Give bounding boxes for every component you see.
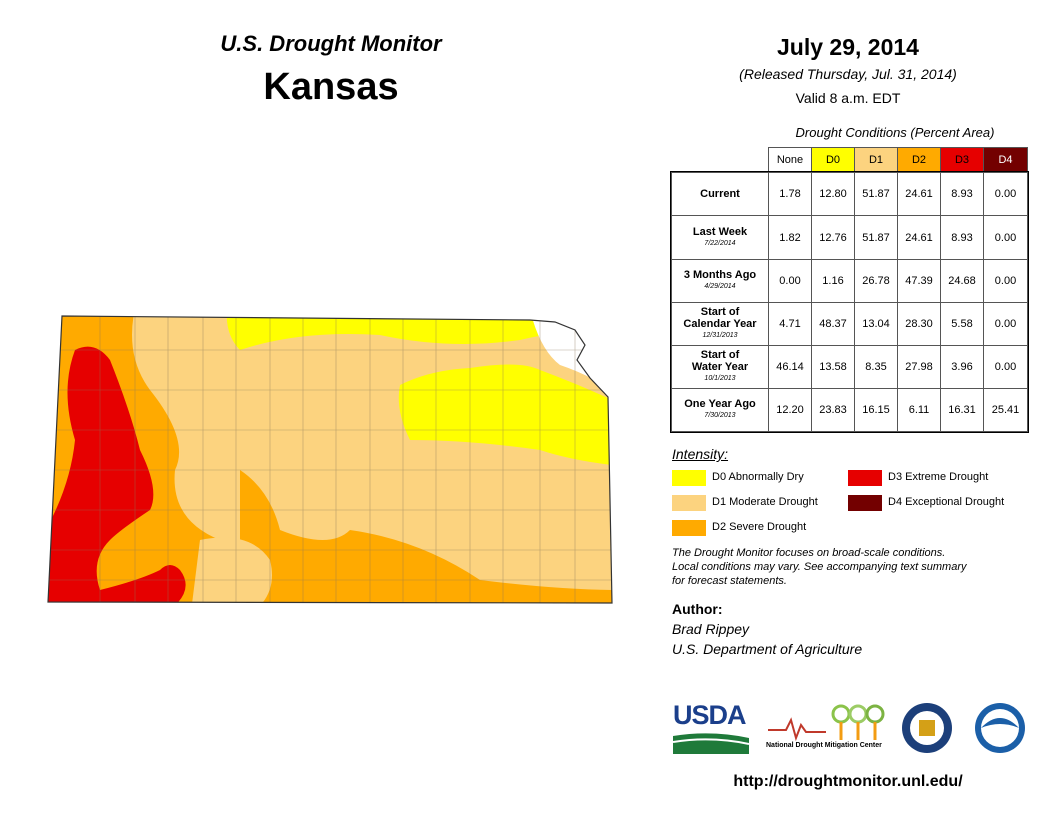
row-label-line: One Year Ago [684,398,756,410]
row-label-line: Calendar Year [683,318,757,330]
author-name: Brad Rippey [672,621,750,637]
note-line: for forecast statements. [672,575,787,587]
row-label-line: 3 Months Ago [683,269,757,281]
ndmc-logo: National Drought Mitigation Center [766,742,882,749]
map-date: July 29, 2014 [777,34,919,60]
table-value: 25.41 [983,388,1028,432]
state-outline [47,315,613,604]
table-caption: Drought Conditions (Percent Area) [795,125,995,140]
note-line: Local conditions may vary. See accompany… [672,561,967,573]
url[interactable]: http://droughtmonitor.unl.edu/ [733,773,963,790]
row-label-line: Start of [700,306,740,318]
usda-logo: USDA [673,700,747,730]
title: U.S. Drought Monitor [220,31,442,56]
column-header: D2 [897,147,941,173]
author-heading: Author: [672,601,723,617]
legend-title: Intensity: [672,446,729,462]
usda-field [673,733,749,754]
ndmc-graphic [768,704,885,742]
legend-swatch [848,495,882,511]
legend-label: D4 Exceptional Drought [888,496,1005,508]
drought-areas [48,316,612,603]
row-label-line: Current [700,188,740,200]
legend-label: D1 Moderate Drought [712,496,818,508]
row-date: 4/29/2014 [704,283,736,290]
row-label-line: Water Year [691,361,749,373]
state-name: Kansas [263,66,399,108]
row-date: 12/31/2013 [702,332,738,339]
table-border [670,171,1029,433]
author-agency: U.S. Department of Agriculture [672,641,863,657]
note-line: The Drought Monitor focuses on broad-sca… [672,547,946,559]
column-header: D3 [940,147,984,173]
legend-swatch [672,495,706,511]
legend-swatch [672,470,706,486]
legend-swatch [672,520,706,536]
column-header: D0 [811,147,855,173]
county-lines [48,316,612,603]
legend-label: D2 Severe Drought [712,521,807,533]
valid-time: Valid 8 a.m. EDT [795,90,901,106]
row-label-line: Start of [700,349,740,361]
row-date: 10/1/2013 [704,375,736,382]
row-label-line: Last Week [692,225,748,238]
legend-label: D3 Extreme Drought [888,471,989,483]
note: The Drought Monitor focuses on broad-sca… [672,546,966,588]
column-header: D4 [983,147,1028,173]
row-date: 7/30/2013 [704,412,736,419]
legend-label: D0 Abnormally Dry [712,471,804,483]
kansas-map [47,315,613,604]
agency-seals [902,703,1025,753]
row-date: 7/22/2014 [704,239,736,247]
release-date: (Released Thursday, Jul. 31, 2014) [739,66,957,82]
legend-swatch [848,470,882,486]
column-header: None [768,147,812,173]
column-header: D1 [854,147,898,173]
